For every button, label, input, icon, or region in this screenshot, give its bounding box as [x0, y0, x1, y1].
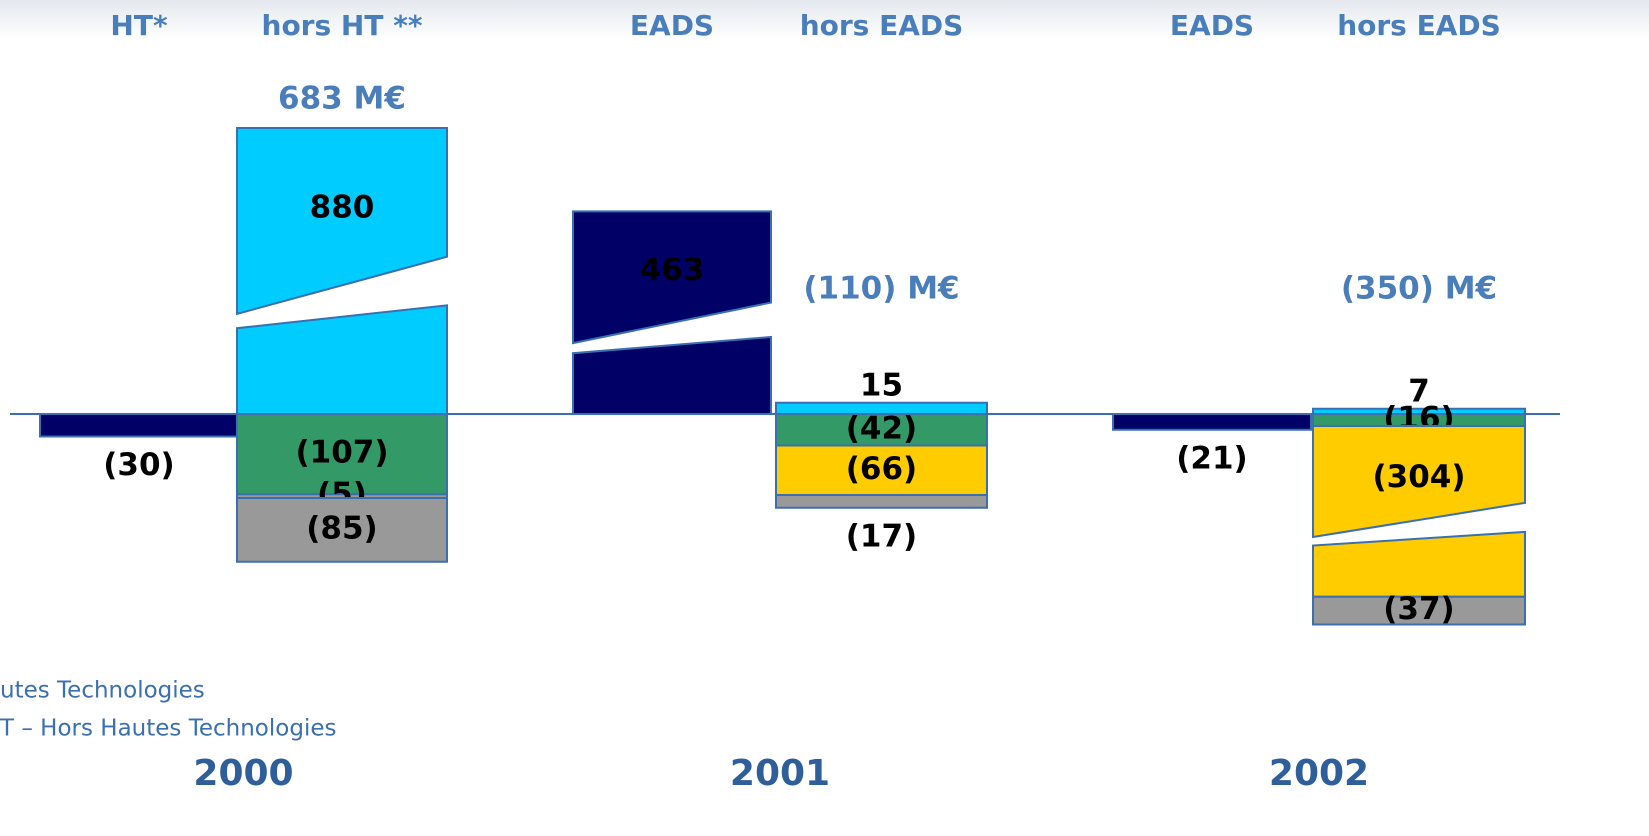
bar-header: HT* — [110, 9, 168, 42]
bar-segment — [236, 497, 448, 563]
footnote: T – Hors Hautes Technologies — [0, 716, 336, 742]
total-label: 683 M€ — [278, 81, 406, 117]
bar-header: hors EADS — [1337, 9, 1501, 42]
segment-label: (21) — [1176, 440, 1247, 476]
year-label: 2001 — [730, 753, 830, 794]
segment-label: (30) — [103, 447, 174, 483]
segment-label: (107) — [295, 435, 388, 471]
bar-segment — [1312, 425, 1526, 598]
bar-header: EADS — [1170, 9, 1254, 42]
segment-label: (17) — [846, 518, 917, 554]
segment-label: 7 — [1408, 373, 1430, 409]
bar-header: hors HT ** — [262, 9, 423, 42]
year-label: 2000 — [193, 753, 293, 794]
total-label: (350) M€ — [1341, 271, 1497, 307]
segment-label: (66) — [846, 451, 917, 487]
bar-header: EADS — [630, 9, 714, 42]
bar-segment — [1312, 595, 1526, 626]
segment-label: (42) — [846, 410, 917, 446]
bar-segment — [775, 494, 988, 509]
segment-label: (85) — [306, 510, 377, 546]
bar-segment — [572, 210, 772, 415]
year-label: 2002 — [1269, 753, 1369, 794]
bar-segment — [1112, 413, 1312, 431]
footnote: utes Technologies — [0, 678, 205, 704]
segment-label: (304) — [1372, 459, 1465, 495]
segment-label: (37) — [1383, 591, 1454, 627]
bar-segment — [39, 413, 239, 438]
bar-header: hors EADS — [800, 9, 964, 42]
segment-label: 880 — [310, 189, 375, 225]
bar-segment — [236, 127, 448, 415]
background — [0, 0, 1649, 40]
total-label: (110) M€ — [803, 271, 959, 307]
segment-label: 15 — [860, 367, 903, 403]
segment-label: 463 — [640, 252, 705, 288]
